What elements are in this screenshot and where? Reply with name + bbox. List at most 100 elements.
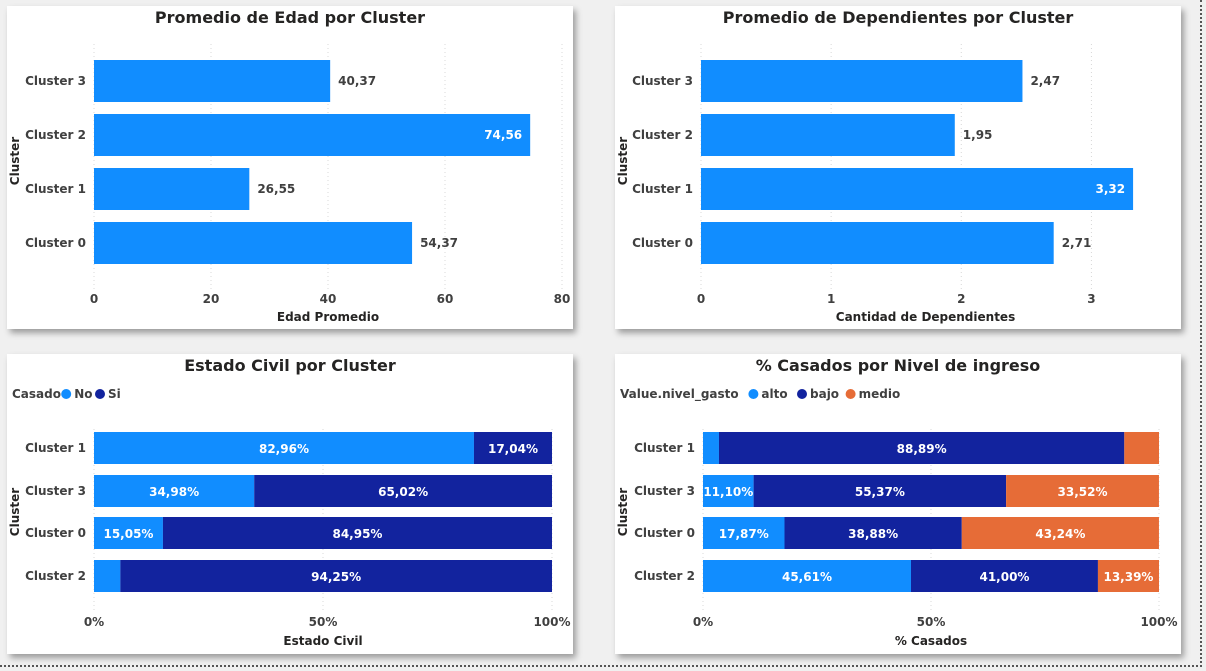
bar-segment-Si[interactable] <box>473 432 552 464</box>
y-axis-label: Cluster <box>8 488 22 536</box>
chart-title: Promedio de Edad por Cluster <box>155 8 425 27</box>
chart-dependientes-panel[interactable]: Promedio de Dependientes por Cluster Clus… <box>615 6 1181 329</box>
y-axis-label: Cluster <box>616 137 630 185</box>
legend-marker-No <box>61 389 72 399</box>
data-label: 82,96% <box>259 442 309 456</box>
data-label: 54,37 <box>420 236 458 250</box>
legend-label-Si: Si <box>108 387 121 401</box>
bar-cluster-2[interactable] <box>701 114 955 156</box>
bar-cluster-1[interactable] <box>94 168 250 210</box>
chart-casados-ingreso-panel[interactable]: % Casados por Nivel de ingreso Cluster 0% 5… <box>615 354 1181 654</box>
x-tick-label: 0% <box>693 615 713 629</box>
category-label: Cluster 3 <box>632 74 693 88</box>
x-tick-label: 0 <box>697 292 705 306</box>
data-label: 38,88% <box>848 527 898 541</box>
x-tick-label: 3 <box>1087 292 1095 306</box>
chart-estado-civil-panel[interactable]: Estado Civil por Cluster Cluster 0% 50% 100%… <box>7 354 573 654</box>
bar-segment-bajo[interactable] <box>718 432 1125 464</box>
bar-segment-bajo[interactable] <box>784 517 962 549</box>
bar-segment-bajo[interactable] <box>753 475 1007 507</box>
y-axis-label: Cluster <box>8 137 22 185</box>
data-label: 94,25% <box>311 570 361 584</box>
data-label: 65,02% <box>378 485 428 499</box>
x-tick-label: 80 <box>554 292 571 306</box>
data-label: 26,55 <box>257 182 295 196</box>
data-label: 74,56 <box>484 128 522 142</box>
chart-title: % Casados por Nivel de ingreso <box>756 356 1041 375</box>
data-label: 2,71 <box>1062 236 1092 250</box>
data-label: 33,52% <box>1058 485 1108 499</box>
bar-segment-alto[interactable] <box>703 517 785 549</box>
bar-segment-alto[interactable] <box>703 560 911 592</box>
x-tick-label: 0 <box>90 292 98 306</box>
bar-segment-bajo[interactable] <box>910 560 1098 592</box>
bar-segment-No[interactable] <box>94 475 255 507</box>
bar-cluster-3[interactable] <box>94 60 331 102</box>
category-label: Cluster 1 <box>634 441 695 455</box>
category-label: Cluster 0 <box>25 526 86 540</box>
x-tick-label: 0% <box>84 615 104 629</box>
bar-segment-medio[interactable] <box>1097 560 1159 592</box>
data-label: 45,61% <box>782 570 832 584</box>
bar-segment-Si[interactable] <box>254 475 552 507</box>
y-axis-label: Cluster <box>616 488 630 536</box>
bar-cluster-0[interactable] <box>701 222 1054 264</box>
category-label: Cluster 1 <box>25 182 86 196</box>
bar-segment-Si[interactable] <box>120 560 553 592</box>
x-tick-label: 50% <box>309 615 338 629</box>
category-label: Cluster 2 <box>634 569 695 583</box>
bar-segment-alto[interactable] <box>703 432 719 464</box>
bar-segment-medio[interactable] <box>1124 432 1159 464</box>
chart-svg: % Casados por Nivel de ingreso Cluster 0% 5… <box>616 356 1178 648</box>
legend-marker-medio <box>845 389 856 399</box>
x-tick-label: 100% <box>1140 615 1177 629</box>
data-label: 13,39% <box>1103 570 1153 584</box>
category-label: Cluster 3 <box>25 74 86 88</box>
legend-title: Casado <box>12 387 61 401</box>
data-label: 55,37% <box>855 485 905 499</box>
bar-cluster-0[interactable] <box>94 222 413 264</box>
bar-cluster-1[interactable] <box>701 168 1134 210</box>
category-label: Cluster 0 <box>634 526 695 540</box>
bar-segment-medio[interactable] <box>961 517 1159 549</box>
data-label: 88,89% <box>897 442 947 456</box>
category-label: Cluster 1 <box>632 182 693 196</box>
x-axis-label: Edad Promedio <box>277 310 379 324</box>
legend-label-medio: medio <box>859 387 901 401</box>
chart-svg: Promedio de Edad por Cluster Cluster 0 20 40… <box>8 8 571 324</box>
category-label: Cluster 2 <box>25 128 86 142</box>
legend-title: Value.nivel_gasto <box>620 387 739 402</box>
x-axis-label: % Casados <box>895 634 967 648</box>
bar-segment-No[interactable] <box>94 517 163 549</box>
chart-title: Estado Civil por Cluster <box>184 356 396 375</box>
x-tick-label: 60 <box>437 292 454 306</box>
data-label: 40,37 <box>338 74 376 88</box>
x-axis-label: Estado Civil <box>283 634 362 648</box>
bar-cluster-2[interactable] <box>94 114 531 156</box>
legend-label-bajo: bajo <box>810 387 839 401</box>
chart-svg: Estado Civil por Cluster Cluster 0% 50% 100%… <box>8 356 571 648</box>
bar-segment-No[interactable] <box>94 560 121 592</box>
category-label: Cluster 0 <box>632 236 693 250</box>
chart-edad-panel[interactable]: Promedio de Edad por Cluster Cluster 0 20 40… <box>7 6 573 329</box>
x-tick-label: 20 <box>203 292 220 306</box>
bar-segment-Si[interactable] <box>162 517 552 549</box>
legend-label-alto: alto <box>761 387 787 401</box>
data-label: 1,95 <box>963 128 993 142</box>
data-label: 3,32 <box>1095 182 1125 196</box>
x-tick-label: 2 <box>957 292 965 306</box>
data-label: 11,10% <box>703 485 753 499</box>
bar-segment-alto[interactable] <box>703 475 754 507</box>
data-label: 34,98% <box>149 485 199 499</box>
data-label: 17,04% <box>488 442 538 456</box>
data-label: 84,95% <box>332 527 382 541</box>
data-label: 41,00% <box>979 570 1029 584</box>
bar-segment-medio[interactable] <box>1006 475 1159 507</box>
category-label: Cluster 0 <box>25 236 86 250</box>
category-label: Cluster 1 <box>25 441 86 455</box>
bar-segment-No[interactable] <box>94 432 474 464</box>
legend-marker-bajo <box>797 389 807 399</box>
bar-cluster-3[interactable] <box>701 60 1023 102</box>
x-tick-label: 100% <box>533 615 570 629</box>
